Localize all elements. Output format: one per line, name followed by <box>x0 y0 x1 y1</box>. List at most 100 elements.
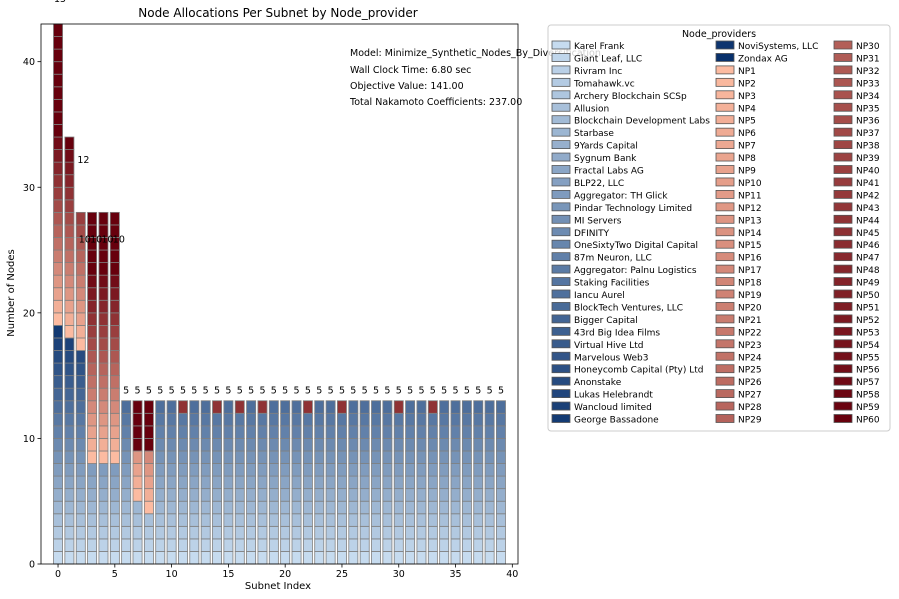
bar-segment <box>427 463 438 477</box>
bar-subnet-30 <box>393 400 404 565</box>
bar-segment <box>337 450 347 464</box>
legend-item: NP8 <box>715 152 756 164</box>
bar-segment <box>268 551 279 565</box>
bar-segment <box>75 488 86 502</box>
legend-swatch <box>833 302 853 311</box>
bar-segment <box>348 513 359 527</box>
bar-segment <box>461 425 472 439</box>
bar-segment <box>291 438 302 452</box>
bar-segment <box>382 438 393 452</box>
bar-segment <box>109 450 120 464</box>
bar-segment <box>200 450 211 464</box>
bar-label: 5 <box>464 386 470 397</box>
legend-swatch <box>715 252 735 262</box>
legend-label: OneSixtyTwo Digital Capital <box>574 241 698 251</box>
bar-segment <box>439 438 450 452</box>
bar-segment <box>53 124 63 138</box>
bar-segment <box>314 538 325 552</box>
bar-segment <box>359 475 370 490</box>
bar-segment <box>121 538 132 552</box>
legend-item: Tomahawk.vc <box>551 77 635 89</box>
bar-segment <box>450 400 461 414</box>
bar-segment <box>178 412 188 427</box>
bar-segment <box>473 475 484 490</box>
legend-label: Staking Facilities <box>574 279 650 289</box>
legend-swatch <box>833 339 853 349</box>
bar-segment <box>53 48 63 63</box>
bar-label: 5 <box>157 386 163 397</box>
legend-label: NP9 <box>738 167 756 177</box>
bar-segment <box>427 475 438 490</box>
bar-segment <box>53 400 63 414</box>
bar-segment <box>427 412 438 427</box>
bar-segment <box>223 400 234 414</box>
legend-swatch <box>551 326 571 336</box>
bar-segment <box>246 488 257 502</box>
x-axis-label: Subnet Index <box>245 581 311 592</box>
legend-swatch <box>715 102 735 112</box>
legend-item: NP50 <box>833 289 880 301</box>
legend-swatch <box>551 202 571 212</box>
legend-label: BLP22, LLC <box>574 179 624 189</box>
bar-segment <box>75 274 86 289</box>
legend-item: NP27 <box>715 389 762 401</box>
legend-label: NP40 <box>856 167 880 177</box>
annotation-wall-clock: Wall Clock Time: 6.80 sec <box>350 65 471 76</box>
bar-segment <box>427 500 438 515</box>
bar-segment <box>75 312 86 326</box>
bar-segment <box>98 513 109 527</box>
legend-item: NP15 <box>715 239 762 251</box>
legend-label: NP42 <box>856 191 880 201</box>
bar-segment <box>53 525 63 540</box>
bar-segment <box>268 425 279 439</box>
bar-subnet-24 <box>325 400 336 565</box>
bar-segment <box>87 463 98 477</box>
bar-label: 5 <box>487 386 493 397</box>
bar-segment <box>393 425 404 439</box>
bar-segment <box>371 500 381 515</box>
legend-item: NP14 <box>715 227 762 239</box>
bar-segment <box>291 538 302 552</box>
bar-segment <box>121 400 132 414</box>
bar-segment <box>450 551 461 565</box>
legend-item: NoviSystems, LLC <box>715 40 818 52</box>
bar-segment <box>178 438 188 452</box>
legend-swatch <box>833 40 853 50</box>
legend-item: NP32 <box>833 65 880 77</box>
bar-segment <box>405 551 416 565</box>
y-tick-label: 40 <box>23 57 35 68</box>
legend-label: NP18 <box>738 279 762 289</box>
bar-segment <box>109 211 120 226</box>
bar-segment <box>223 438 234 452</box>
bar-segment <box>496 513 506 527</box>
bar-segment <box>268 500 279 515</box>
bar-segment <box>109 387 120 402</box>
bar-segment <box>87 412 98 427</box>
bar-label: 5 <box>498 386 504 397</box>
legend-label: NP43 <box>856 204 880 214</box>
legend-label: NP27 <box>738 391 762 401</box>
legend-swatch <box>551 414 571 423</box>
bar-segment <box>302 450 313 464</box>
bar-label: 5 <box>259 386 265 397</box>
bar-segment <box>53 23 63 37</box>
bar-segment <box>98 500 109 515</box>
bar-segment <box>484 450 495 464</box>
bar-segment <box>473 438 484 452</box>
axes-frame <box>40 23 519 565</box>
bar-segment <box>87 538 98 552</box>
bar-subnet-0 <box>53 23 63 565</box>
legend-item: Pindar Technology Limited <box>551 202 692 214</box>
bar-segment <box>64 513 75 527</box>
bar-segment <box>98 375 109 389</box>
legend-label: NP22 <box>738 328 762 338</box>
bar-segment <box>53 237 63 251</box>
legend-item: NP18 <box>715 277 762 289</box>
legend-item: NP4 <box>715 102 756 114</box>
legend-item: NP28 <box>715 401 762 413</box>
legend-swatch <box>715 326 735 336</box>
bar-segment <box>371 538 381 552</box>
bar-segment <box>246 425 257 439</box>
legend-swatch <box>715 227 735 237</box>
bar-segment <box>382 450 393 464</box>
